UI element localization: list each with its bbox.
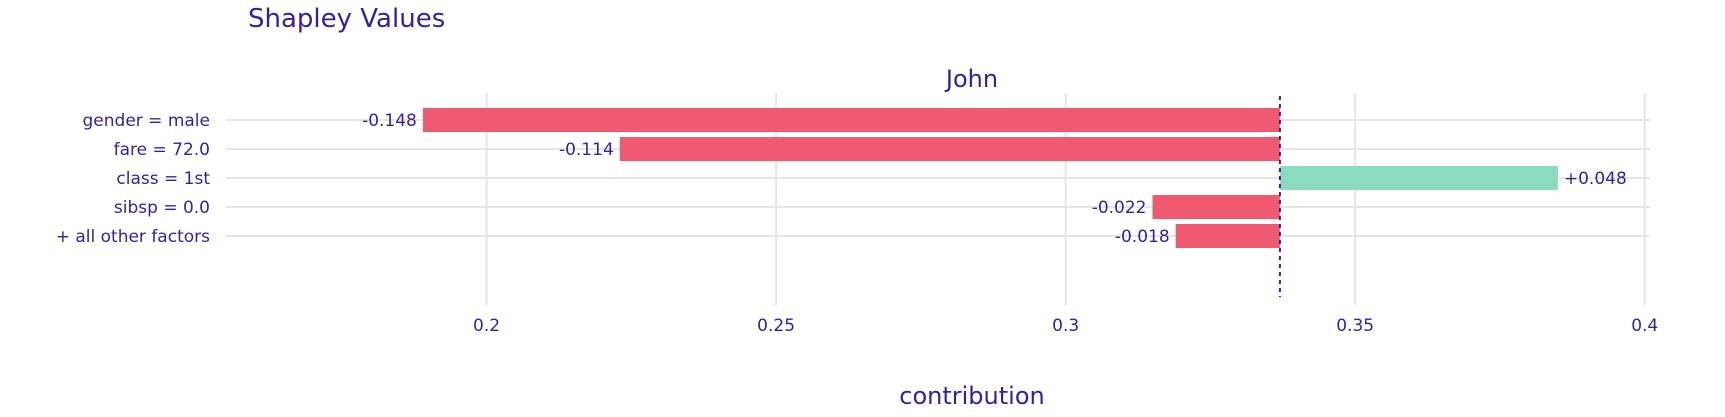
bar: [422, 108, 1280, 132]
x-tick-label: 0.4: [1631, 316, 1658, 336]
x-tick-label: 0.25: [757, 316, 795, 336]
bars-group: [422, 108, 1558, 248]
bar: [1175, 224, 1280, 248]
category-labels: gender = male fare = 72.0 class = 1st sibsp…: [56, 111, 211, 247]
x-tick-label: 0.35: [1336, 316, 1374, 336]
data-label: -0.148: [362, 111, 417, 131]
data-label: -0.114: [559, 140, 614, 160]
data-label: -0.022: [1092, 198, 1147, 218]
bar: [619, 137, 1280, 161]
data-label: -0.018: [1115, 227, 1170, 247]
data-label: +0.048: [1564, 169, 1627, 189]
chart-title: Shapley Values: [248, 4, 445, 34]
category-label: sibsp = 0.0: [114, 198, 210, 218]
x-tick-label: 0.3: [1052, 316, 1079, 336]
category-label: class = 1st: [116, 169, 210, 189]
chart-subtitle: John: [944, 65, 998, 93]
category-label: fare = 72.0: [114, 140, 210, 160]
x-axis-title: contribution: [899, 382, 1044, 410]
category-label: gender = male: [83, 111, 210, 131]
x-tick-labels: 0.2 0.25 0.3 0.35 0.4: [473, 316, 1658, 336]
bar: [1279, 166, 1558, 190]
bar: [1152, 195, 1280, 219]
x-tick-label: 0.2: [473, 316, 500, 336]
category-label: + all other factors: [56, 227, 210, 247]
data-labels: -0.148 -0.114 +0.048 -0.022 -0.018: [362, 111, 1627, 247]
